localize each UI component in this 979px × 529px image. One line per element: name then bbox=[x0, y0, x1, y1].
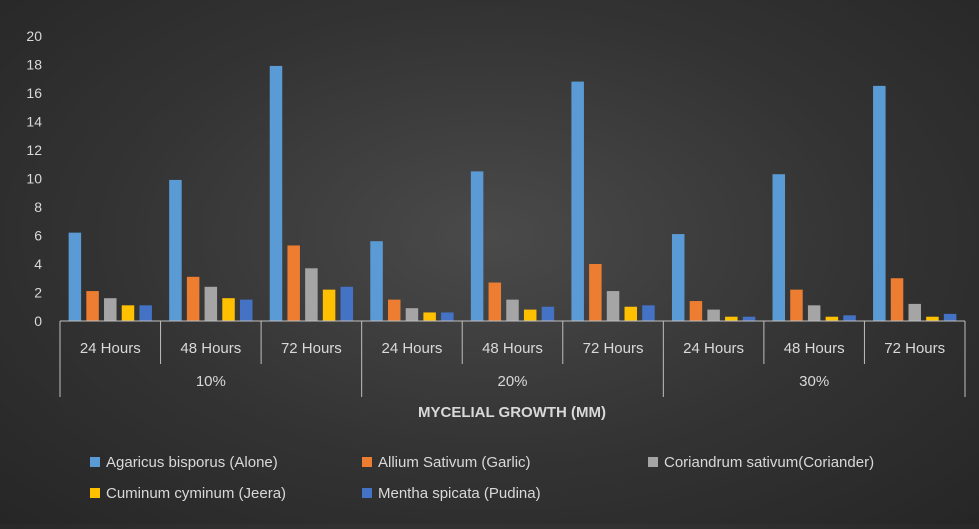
bar bbox=[287, 245, 300, 321]
legend-item: Mentha spicata (Pudina) bbox=[362, 485, 541, 502]
legend-item: Cuminum cyminum (Jeera) bbox=[90, 485, 286, 502]
bar bbox=[86, 291, 99, 321]
bar bbox=[843, 315, 856, 321]
bar bbox=[387, 299, 401, 321]
x-axis-title: MYCELIAL GROWTH (MM) bbox=[418, 404, 606, 421]
y-tick-label: 2 bbox=[34, 285, 42, 301]
x-tick-label: 48 Hours bbox=[482, 340, 543, 357]
bar bbox=[790, 289, 803, 321]
bar bbox=[707, 309, 720, 321]
bar bbox=[441, 312, 454, 321]
bar bbox=[222, 298, 235, 321]
bar bbox=[204, 286, 218, 321]
bar bbox=[926, 316, 939, 321]
bar bbox=[488, 282, 502, 321]
y-tick-label: 12 bbox=[26, 142, 42, 158]
bar bbox=[589, 264, 602, 321]
bar bbox=[825, 316, 839, 321]
bar bbox=[624, 306, 638, 321]
legend-label: Coriandrum sativum(Coriander) bbox=[664, 454, 874, 471]
legend-swatch bbox=[362, 488, 372, 498]
group-label: 20% bbox=[497, 373, 527, 390]
bar bbox=[370, 241, 383, 321]
y-tick-label: 6 bbox=[34, 228, 42, 244]
bar bbox=[104, 298, 117, 321]
legend-swatch bbox=[90, 457, 100, 467]
legend-label: Cuminum cyminum (Jeera) bbox=[106, 485, 286, 502]
x-axis: 24 Hours 48 Hours 72 Hours 24 Hours 48 Hours… bbox=[59, 320, 966, 397]
bars bbox=[68, 65, 957, 321]
y-tick-label: 20 bbox=[26, 28, 42, 44]
bar bbox=[322, 289, 336, 321]
bar bbox=[908, 303, 921, 321]
y-tick-label: 18 bbox=[26, 57, 42, 73]
bar bbox=[807, 305, 821, 321]
legend: Agaricus bisporus (Alone) Allium Sativum … bbox=[90, 454, 874, 502]
bar bbox=[606, 291, 620, 321]
group-label: 10% bbox=[196, 373, 226, 390]
bar bbox=[269, 65, 283, 321]
bar bbox=[139, 305, 152, 321]
legend-label: Mentha spicata (Pudina) bbox=[378, 485, 541, 502]
bar bbox=[689, 301, 703, 321]
bar bbox=[642, 305, 655, 321]
bar bbox=[725, 316, 738, 321]
legend-swatch bbox=[362, 457, 372, 467]
bar bbox=[571, 81, 584, 321]
x-tick-label: 24 Hours bbox=[683, 340, 744, 357]
bar bbox=[523, 309, 537, 321]
legend-label: Agaricus bisporus (Alone) bbox=[106, 454, 278, 471]
bar bbox=[239, 299, 253, 321]
y-tick-label: 14 bbox=[26, 114, 42, 130]
bar bbox=[186, 276, 200, 321]
bar bbox=[943, 313, 957, 321]
x-tick-label: 72 Hours bbox=[583, 340, 644, 357]
x-tick-label: 72 Hours bbox=[281, 340, 342, 357]
y-tick-label: 8 bbox=[34, 199, 42, 215]
bar bbox=[742, 316, 756, 321]
legend-item: Allium Sativum (Garlic) bbox=[362, 454, 531, 471]
bar bbox=[121, 305, 135, 321]
bar bbox=[68, 232, 82, 321]
bar bbox=[169, 179, 182, 321]
x-tick-label: 24 Hours bbox=[382, 340, 443, 357]
x-tick-label: 72 Hours bbox=[884, 340, 945, 357]
group-label: 30% bbox=[799, 373, 829, 390]
bar bbox=[671, 234, 685, 321]
x-tick-label: 24 Hours bbox=[80, 340, 141, 357]
y-tick-label: 4 bbox=[34, 256, 42, 272]
y-tick-label: 0 bbox=[34, 313, 42, 329]
legend-label: Allium Sativum (Garlic) bbox=[378, 454, 531, 471]
bar bbox=[405, 308, 419, 321]
legend-swatch bbox=[648, 457, 658, 467]
legend-swatch bbox=[90, 488, 100, 498]
x-tick-label: 48 Hours bbox=[784, 340, 845, 357]
y-tick-label: 16 bbox=[26, 85, 42, 101]
bar bbox=[506, 299, 519, 321]
bar bbox=[541, 306, 555, 321]
bar bbox=[305, 268, 318, 321]
bar bbox=[772, 174, 786, 321]
y-axis: 0 2 4 6 8 10 12 14 16 18 20 bbox=[26, 28, 42, 329]
bar bbox=[890, 278, 904, 321]
bar bbox=[340, 286, 354, 321]
y-tick-label: 10 bbox=[26, 171, 42, 187]
bar bbox=[470, 171, 484, 321]
bar bbox=[423, 312, 436, 321]
x-tick-label: 48 Hours bbox=[180, 340, 241, 357]
bar bbox=[873, 85, 886, 321]
legend-item: Agaricus bisporus (Alone) bbox=[90, 454, 278, 471]
legend-item: Coriandrum sativum(Coriander) bbox=[648, 454, 874, 471]
